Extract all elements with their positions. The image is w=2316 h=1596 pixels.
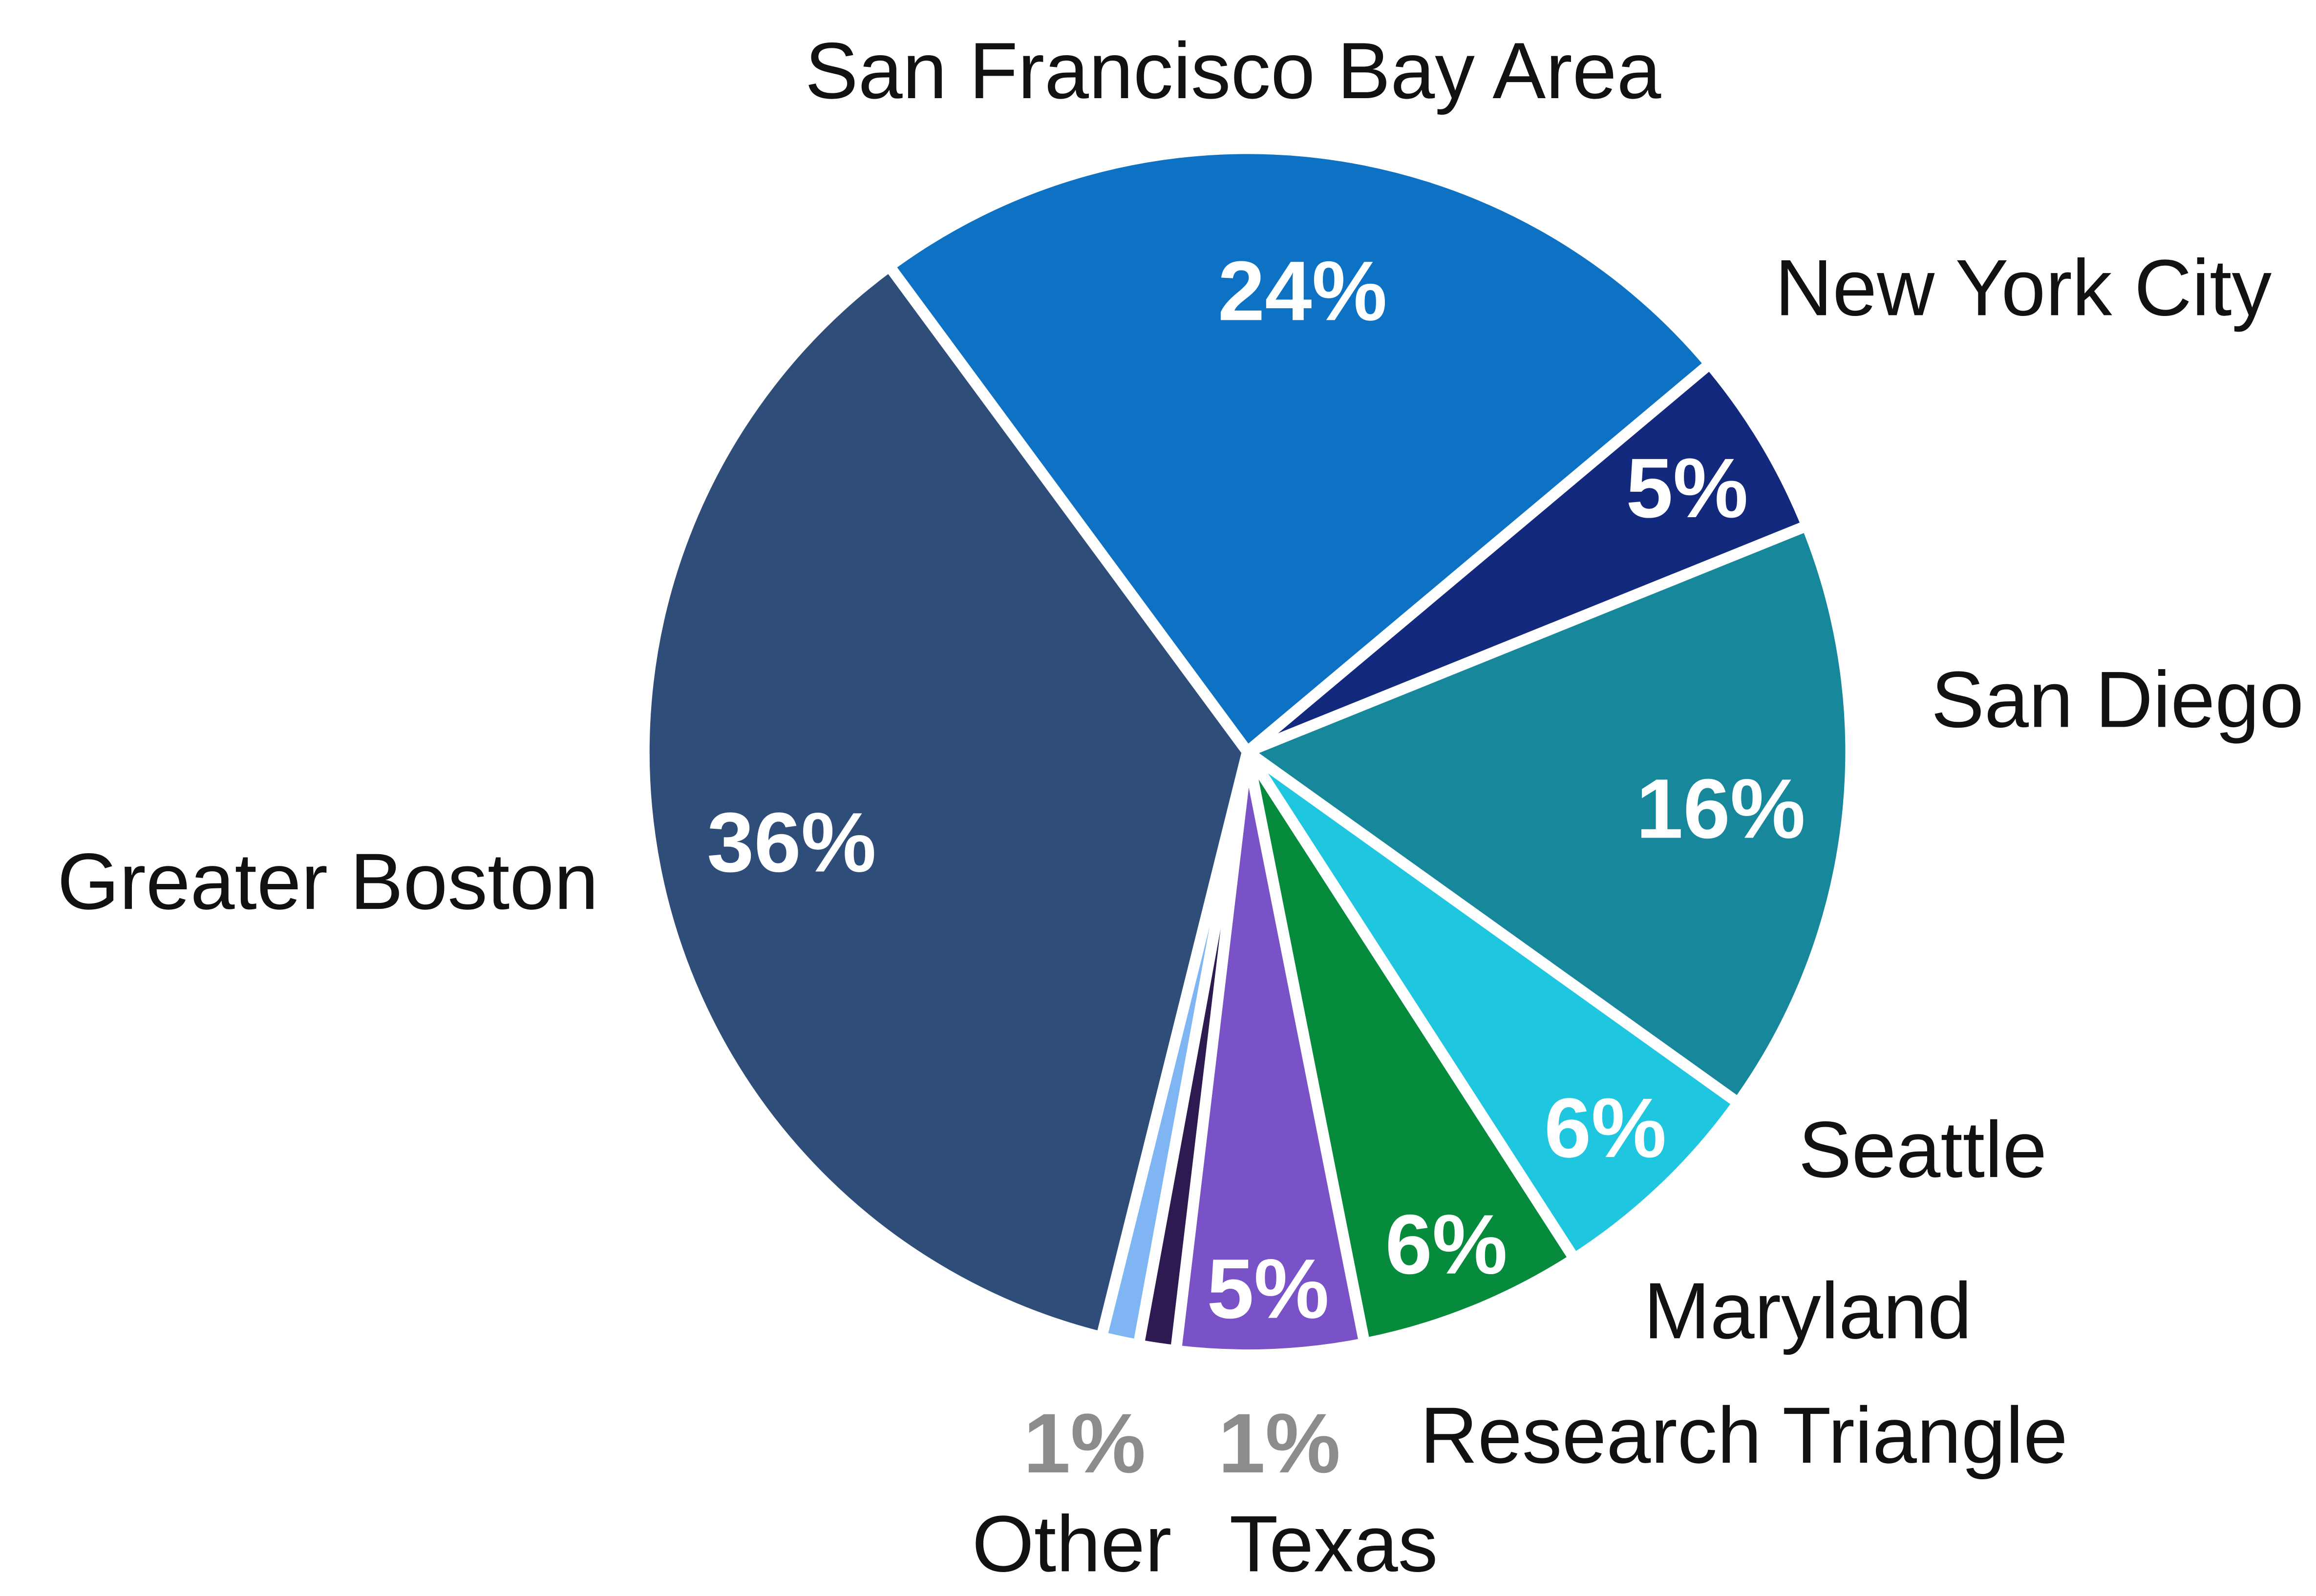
pie-slice-san-diego: [1242, 520, 1857, 1109]
slice-name-new-york-city: New York City: [1775, 243, 2272, 332]
pie-slice-seattle: [1242, 746, 1744, 1264]
pct-label-new-york-city: 5%: [1626, 441, 1748, 535]
pie-slice-maryland: [1242, 746, 1580, 1349]
pie-slice-san-francisco-bay-area: [884, 143, 1716, 757]
pie-slice-new-york-city: [1242, 358, 1813, 757]
pct-label-texas: 1%: [1218, 1396, 1340, 1491]
pct-label-seattle: 6%: [1544, 1080, 1666, 1175]
pct-label-maryland: 6%: [1385, 1197, 1508, 1292]
pie-slice-greater-boston: [638, 260, 1253, 1343]
pie-slices-group: [638, 143, 1857, 1361]
slice-name-greater-boston: Greater Boston: [57, 837, 598, 926]
slice-name-texas: Texas: [1230, 1499, 1438, 1588]
slice-name-seattle: Seattle: [1799, 1105, 2047, 1194]
slice-name-san-francisco-bay-area: San Francisco Bay Area: [805, 26, 1661, 115]
pie-labels-group: 24% San Francisco Bay Area 5% New York City…: [57, 26, 2304, 1588]
pct-label-greater-boston: 36%: [707, 795, 876, 889]
pct-label-san-diego: 16%: [1636, 761, 1806, 856]
slice-name-maryland: Maryland: [1644, 1266, 1972, 1355]
slice-name-other: Other: [972, 1499, 1172, 1588]
slice-name-research-triangle: Research Triangle: [1420, 1390, 2068, 1480]
pct-label-san-francisco-bay-area: 24%: [1218, 243, 1387, 338]
pie-slice-research-triangle: [1170, 746, 1370, 1361]
pct-label-other: 1%: [1023, 1396, 1146, 1491]
pct-label-research-triangle: 5%: [1207, 1241, 1329, 1336]
slice-name-san-diego: San Diego: [1931, 655, 2304, 744]
